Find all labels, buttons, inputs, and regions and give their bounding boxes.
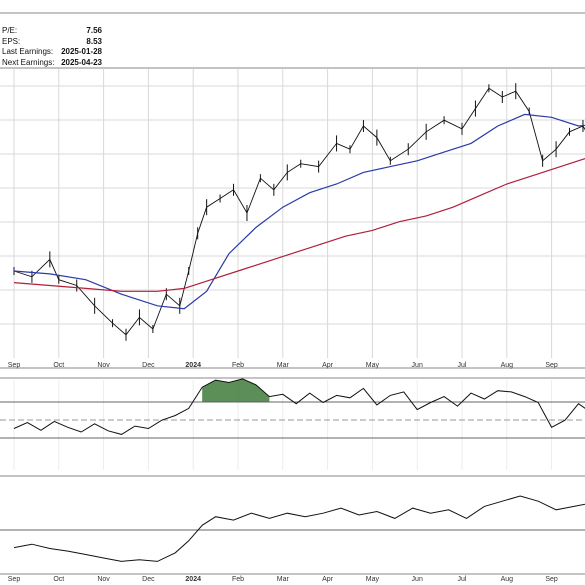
price-x-tick-label: 2024 [185, 362, 201, 369]
relative-x-tick-label: Feb [232, 576, 244, 583]
rsi-overbought-fill [202, 378, 270, 402]
eps-value: 8.53 [86, 37, 102, 46]
price-x-tick-label: Apr [322, 362, 334, 369]
price-x-tick-label: Mar [277, 362, 290, 369]
relative-x-tick-label: Sep [545, 576, 558, 583]
price-x-tick-label: Aug [501, 362, 514, 369]
relative-x-tick-label: Apr [322, 576, 334, 583]
relative-x-tick-label: Dec [142, 576, 155, 583]
last-earnings-value: 2025-01-28 [61, 47, 102, 56]
ma50-line [13, 113, 585, 310]
chart-panels: Sep Oct Nov Dec 2024 Feb Mar Apr May Jun Jul Aug Sep… [0, 67, 585, 583]
price-x-tick-label: Jun [412, 362, 423, 369]
relative-x-tick-label: Oct [53, 576, 64, 583]
eps-label: EPS: [2, 37, 20, 46]
relative-x-tick-label: Nov [97, 576, 110, 583]
last-earnings-label: Last Earnings: [2, 47, 53, 56]
ma200-line [13, 158, 585, 292]
relative-x-tick-label: May [366, 576, 380, 583]
price-x-tick-label: Oct [53, 362, 64, 369]
price-x-tick-label: Feb [232, 362, 244, 369]
price-x-tick-label: May [366, 362, 380, 369]
price-x-tick-label: Dec [142, 362, 155, 369]
rsi-line [13, 378, 585, 435]
next-earnings-label: Next Earnings: [2, 58, 54, 67]
price-x-tick-label: Jul [458, 362, 467, 369]
relative-line [13, 495, 585, 562]
pe-label: P/E: [2, 26, 17, 35]
relative-x-tick-label: 2024 [185, 576, 201, 583]
price-x-tick-label: Sep [545, 362, 558, 369]
relative-x-tick-label: Aug [501, 576, 514, 583]
price-x-tick-label: Sep [8, 362, 21, 369]
next-earnings-value: 2025-04-23 [61, 58, 102, 67]
relative-x-tick-label: Mar [277, 576, 290, 583]
price-x-tick-label: Nov [97, 362, 110, 369]
relative-x-tick-label: Sep [8, 576, 21, 583]
relative-x-tick-label: Jul [458, 576, 467, 583]
relative-x-tick-label: Jun [412, 576, 423, 583]
pe-value: 7.56 [86, 26, 102, 35]
info-box: P/E: 7.56 EPS: 8.53 Last Earnings: 2025-… [0, 12, 585, 67]
